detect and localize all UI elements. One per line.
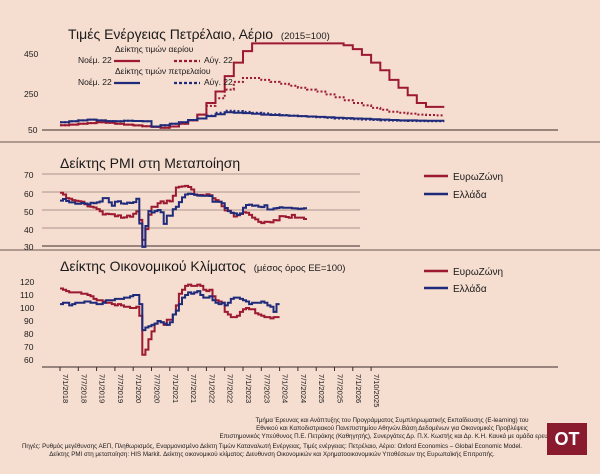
ot-logo: OT <box>547 423 587 455</box>
footer-line: Τμήμα Έρευνας και Ανάπτυξης του Προγράμμ… <box>255 417 529 424</box>
x-tick-label: 7/1/2018 <box>61 374 70 403</box>
p3-ytick: 100 <box>20 303 34 313</box>
series-line-0 <box>60 42 445 129</box>
x-tick-label: 7/7/2024 <box>299 374 308 403</box>
p2-ytick: 50 <box>24 207 34 217</box>
series-line-1 <box>60 290 280 332</box>
p3-ytick: 60 <box>24 355 34 365</box>
panel2-grid <box>42 173 360 247</box>
x-tick-label: 7/7/2018 <box>79 374 88 403</box>
footer-line: Εθνικού και Καποδιστριακού Πανεπιστημίου… <box>256 425 528 432</box>
panel3-series <box>60 283 280 356</box>
p3-legend-gr: Ελλάδα <box>453 283 487 295</box>
p3-ytick: 110 <box>20 290 34 300</box>
p3-ytick: 90 <box>24 316 34 326</box>
panel1-title: Τιμές Ενέργειας Πετρέλαιο, Αέριο (2015=1… <box>68 26 330 42</box>
x-tick-label: 7/7/2023 <box>262 374 271 403</box>
series-line-1 <box>60 77 445 129</box>
x-tick-label: 7/1/2020 <box>134 374 143 403</box>
p1-ytick: 50 <box>28 125 38 135</box>
footer-line: Δείκτης PMI στη μεταποίηση: HIS Markit. … <box>49 451 495 458</box>
footer-line: Επιστημονικός Υπεύθυνος Π.Ε. Πετράκης (Κ… <box>220 433 565 440</box>
x-tick-label: 7/7/2022 <box>226 374 235 403</box>
x-tick-label: 7/1/2026 <box>354 374 363 403</box>
legend-oil-aug: Αύγ. 22 <box>204 77 233 87</box>
x-tick-label: 7/7/2020 <box>153 374 162 403</box>
legend-gas-nov: Νοέμ. 22 <box>78 55 112 65</box>
x-tick-label: 7/1/2023 <box>244 374 253 403</box>
x-tick-label: 7/1/2021 <box>171 374 180 403</box>
panel2-yticks: 70 60 50 40 30 <box>24 170 34 252</box>
series-line-3 <box>60 109 445 128</box>
footer: Τμήμα Έρευνας και Ανάπτυξης του Προγράμμ… <box>22 417 564 458</box>
panel2-series <box>60 184 307 248</box>
panel3-yticks: 120 110 100 90 80 70 60 <box>20 277 34 365</box>
footer-line: Πηγές: Ρυθμός μεγέθυνσης ΑΕΠ, Πληθωρισμό… <box>22 443 522 450</box>
legend-oil-label: Δείκτης τιμών πετρελαίου <box>115 66 211 76</box>
panel3-title: Δείκτης Οικονομικού Κλίματος (μέσος όρος… <box>60 258 345 274</box>
x-tick-label: 7/1/2022 <box>207 374 216 403</box>
panel2-title: Δείκτης PMI στη Μεταποίηση <box>60 155 240 171</box>
p3-legend-eu: ΕυρωΖώνη <box>453 266 503 278</box>
p2-ytick: 40 <box>24 225 34 235</box>
p3-ytick: 80 <box>24 329 34 339</box>
p2-ytick: 70 <box>24 170 34 180</box>
p3-ytick: 70 <box>24 342 34 352</box>
x-tick-label: 7/1/2024 <box>281 374 290 403</box>
x-tick-label: 7/7/2019 <box>116 374 125 403</box>
p1-ytick: 250 <box>24 89 38 99</box>
p2-ytick: 60 <box>24 189 34 199</box>
series-line-1 <box>60 192 307 248</box>
x-tick-label: 7/1/2025 <box>317 374 326 403</box>
p3-ytick: 120 <box>20 277 34 287</box>
panel1-legend: Δείκτης τιμών αερίου Νοέμ. 22 Αύγ. 22 Δε… <box>78 44 233 87</box>
panel2-legend: ΕυρωΖώνη Ελλάδα <box>424 171 503 201</box>
x-tick-label: 7/7/2021 <box>189 374 198 403</box>
legend-oil-nov: Νοέμ. 22 <box>78 77 112 87</box>
p2-legend-eu: ΕυρωΖώνη <box>453 171 503 183</box>
panel1-yticks: 450 250 50 <box>24 49 38 135</box>
series-line-0 <box>60 283 280 356</box>
p1-ytick: 450 <box>24 49 38 59</box>
x-tick-label: 7/10/2025 <box>372 374 381 407</box>
p2-ytick: 30 <box>24 242 34 252</box>
legend-gas-aug: Αύγ. 22 <box>204 55 233 65</box>
legend-gas-label: Δείκτης τιμών αερίου <box>115 44 194 54</box>
x-tick-label: 7/7/2025 <box>336 374 345 403</box>
series-line-0 <box>60 184 307 241</box>
x-axis-ticks: 7/1/2018 7/7/2018 7/1/2019 7/7/2019 7/1/2020… <box>59 367 381 407</box>
p2-legend-gr: Ελλάδα <box>453 189 487 201</box>
x-tick-label: 7/1/2019 <box>98 374 107 403</box>
panel3-legend: ΕυρωΖώνη Ελλάδα <box>424 266 503 295</box>
panel1-series <box>60 42 445 129</box>
